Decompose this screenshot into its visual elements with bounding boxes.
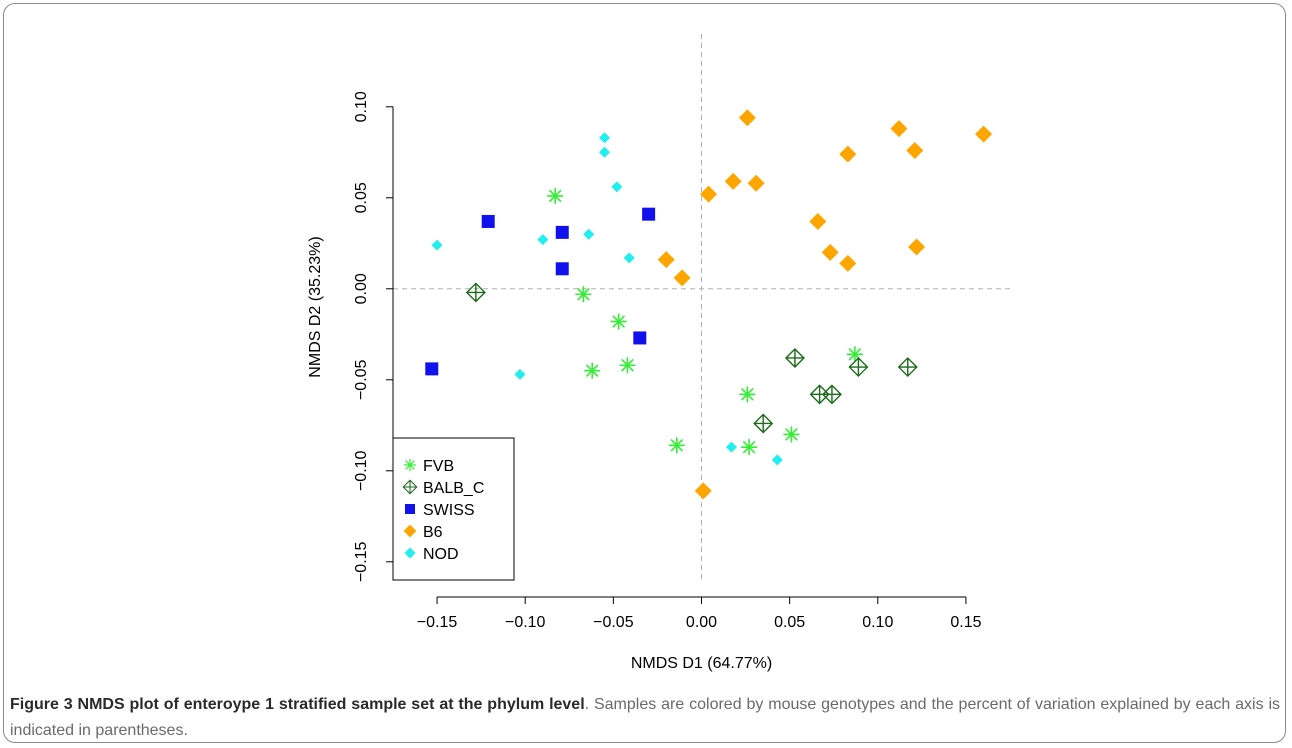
point-nod xyxy=(599,132,611,144)
point-fvb xyxy=(741,439,758,456)
point-b6 xyxy=(975,125,993,143)
point-b6 xyxy=(738,109,756,127)
x-tick-label: 0.00 xyxy=(686,614,717,631)
point-fvb xyxy=(739,386,756,403)
legend-marker-b6 xyxy=(403,524,417,538)
y-tick-label: 0.05 xyxy=(353,182,370,213)
y-axis-label: NMDS D2 (35.23%) xyxy=(307,236,324,377)
point-fvb xyxy=(575,286,592,303)
point-b6 xyxy=(908,238,926,256)
x-tick-label: 0.05 xyxy=(774,614,805,631)
point-balb-c xyxy=(897,357,918,378)
point-swiss xyxy=(555,262,569,276)
point-fvb xyxy=(783,426,800,443)
point-balb-c xyxy=(753,413,774,434)
point-nod xyxy=(537,234,549,246)
x-tick-label: −0.15 xyxy=(417,614,458,631)
point-b6 xyxy=(839,145,857,163)
point-fvb xyxy=(547,187,564,204)
x-tick-label: −0.05 xyxy=(593,614,634,631)
legend-marker-balb-c xyxy=(402,479,418,495)
y-tick-label: 0.10 xyxy=(353,91,370,122)
figure-caption: Figure 3 NMDS plot of enteroype 1 strati… xyxy=(10,692,1280,744)
point-balb-c xyxy=(465,282,486,303)
point-nod xyxy=(431,239,443,251)
point-fvb xyxy=(619,357,636,374)
legend-label-swiss: SWISS xyxy=(423,502,475,519)
x-tick-label: −0.10 xyxy=(505,614,546,631)
y-tick-label: −0.15 xyxy=(353,541,370,582)
x-tick-label: 0.15 xyxy=(950,614,981,631)
point-swiss xyxy=(633,331,647,345)
point-swiss xyxy=(425,362,439,376)
legend-marker-swiss xyxy=(405,504,415,514)
point-balb-c xyxy=(821,384,842,405)
point-b6 xyxy=(657,251,675,269)
point-nod xyxy=(611,181,623,193)
point-swiss xyxy=(555,225,569,239)
point-balb-c xyxy=(848,357,869,378)
point-nod xyxy=(514,368,526,380)
point-b6 xyxy=(839,254,857,272)
point-fvb xyxy=(610,313,627,330)
point-b6 xyxy=(724,172,742,190)
y-tick-label: 0.00 xyxy=(353,273,370,304)
legend-marker-fvb xyxy=(404,459,416,471)
point-swiss xyxy=(642,207,656,221)
point-b6 xyxy=(809,212,827,230)
caption-text: . Samples are colored by mouse genotypes… xyxy=(10,696,1281,739)
point-b6 xyxy=(821,243,839,261)
legend-label-nod: NOD xyxy=(423,546,459,563)
legend-label-b6: B6 xyxy=(423,524,443,541)
point-b6 xyxy=(906,141,924,159)
point-fvb xyxy=(668,437,685,454)
figure-frame xyxy=(3,3,1286,743)
point-nod xyxy=(623,252,635,264)
point-b6 xyxy=(694,482,712,500)
y-tick-label: −0.05 xyxy=(353,359,370,400)
caption-label: Figure 3 NMDS plot of enteroype 1 strati… xyxy=(10,696,585,713)
legend-label-fvb: FVB xyxy=(423,458,454,475)
x-axis-label: NMDS D1 (64.77%) xyxy=(631,655,772,672)
legend-label-balb-c: BALB_C xyxy=(423,480,484,497)
point-fvb xyxy=(584,362,601,379)
point-nod xyxy=(583,228,595,240)
point-swiss xyxy=(481,214,495,228)
point-b6 xyxy=(890,120,908,138)
legend-marker-nod xyxy=(404,547,416,559)
point-nod xyxy=(771,454,783,466)
x-tick-label: 0.10 xyxy=(862,614,893,631)
point-balb-c xyxy=(784,347,805,368)
point-b6 xyxy=(673,269,691,287)
point-b6 xyxy=(747,174,765,192)
y-tick-label: −0.10 xyxy=(353,450,370,491)
point-b6 xyxy=(700,185,718,203)
point-nod xyxy=(725,441,737,453)
nmds-scatter-plot: −0.15 −0.10 −0.05 0.00 0.05 0.10 0.15 −0.15 −0.1… xyxy=(307,34,1010,672)
point-nod xyxy=(599,146,611,158)
